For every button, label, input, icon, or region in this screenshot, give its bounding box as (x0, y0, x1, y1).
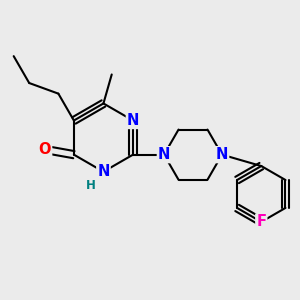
Text: O: O (39, 142, 51, 157)
Text: N: N (127, 113, 139, 128)
Text: N: N (97, 164, 110, 179)
Text: N: N (216, 147, 228, 162)
Text: F: F (256, 214, 266, 230)
Text: H: H (86, 179, 96, 192)
Text: N: N (158, 147, 170, 162)
